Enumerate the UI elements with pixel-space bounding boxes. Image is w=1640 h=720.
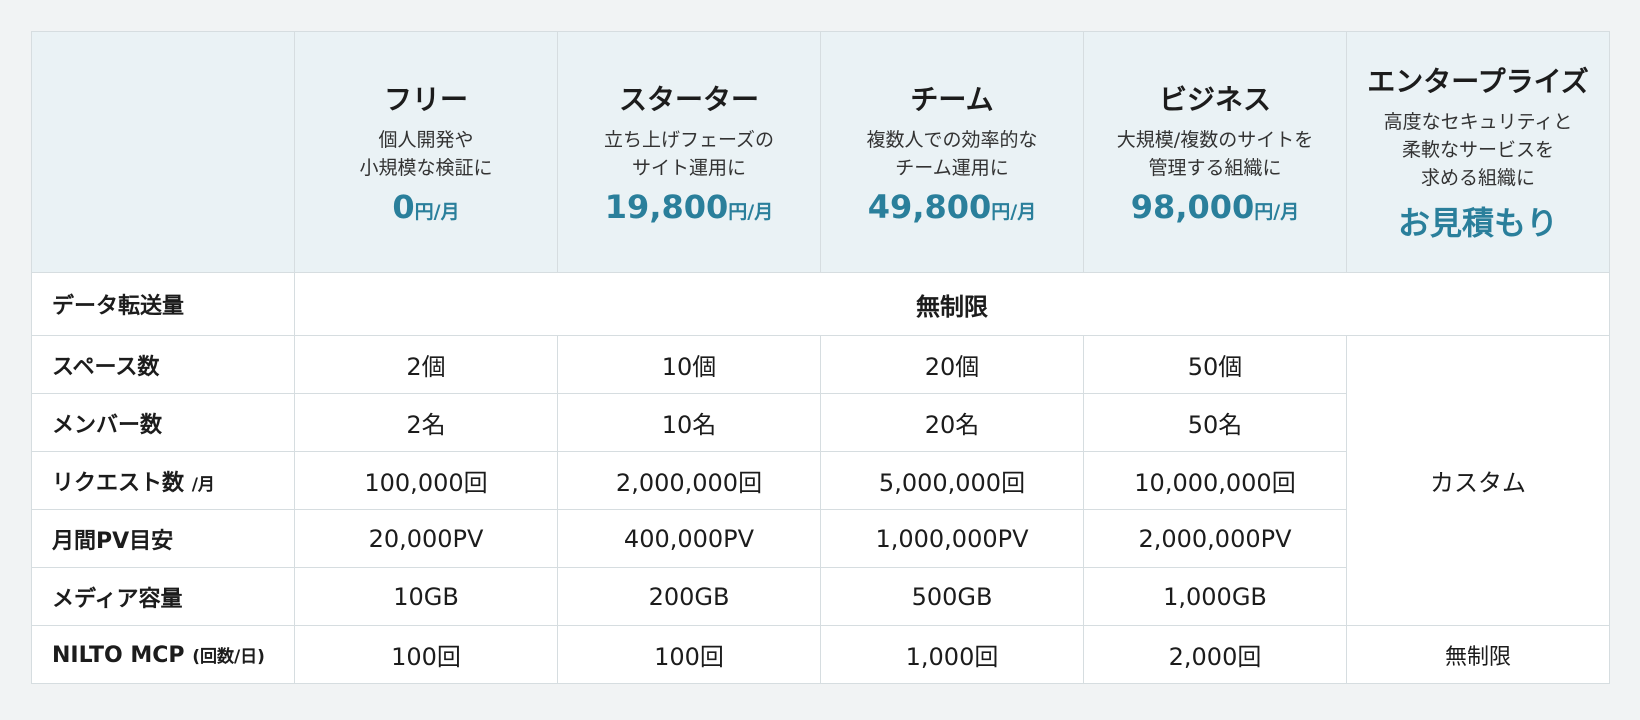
table-row: リクエスト数 /月 100,000回 2,000,000回 5,000,000回 10,… <box>31 451 1610 510</box>
value-cell: 2個 <box>294 335 558 394</box>
price-amount: 98,000 <box>1130 188 1255 226</box>
plan-header: ビジネス大規模/複数のサイトを 管理する組織に 98,000円/月 <box>1083 31 1347 273</box>
price-amount: お見積もり <box>1397 204 1558 242</box>
plan-name: ビジネス <box>1158 83 1271 116</box>
row-label: リクエスト数 /月 <box>31 451 295 510</box>
plan-price: 0円/月 <box>295 188 557 226</box>
label-text: メンバー数 <box>52 412 163 438</box>
pricing-table: フリー 個人開発や 小規模な検証に 0円/月 スターター 立ち上げフェーズの サイト運用に 1… <box>31 31 1610 684</box>
corner-cell <box>31 31 295 273</box>
label-text: リクエスト数 <box>52 470 185 496</box>
label-note: /月 <box>191 474 215 495</box>
price-unit: 円/月 <box>991 201 1037 223</box>
value-cell: 100,000回 <box>294 451 558 510</box>
description-line: 求める組織に <box>1420 167 1535 189</box>
value-cell: 10,000,000回 <box>1083 451 1347 510</box>
value-cell: 2名 <box>294 393 558 452</box>
plan-description: 高度なセキュリティと 柔軟なサービスを 求める組織に <box>1347 108 1609 192</box>
value-cell: 10GB <box>294 567 558 626</box>
custom-cell: カスタム <box>1346 335 1610 626</box>
label-text: NILTO MCP <box>52 642 185 668</box>
value-cell: 100回 <box>557 625 821 684</box>
value-cell: 20個 <box>820 335 1084 394</box>
table-row: 月間PV目安 20,000PV 400,000PV 1,000,000PV 2,000,… <box>31 509 1610 568</box>
plan-header: スターター立ち上げフェーズの サイト運用に 19,800円/月 <box>557 31 821 273</box>
table-row: メディア容量 10GB 200GB 500GB 1,000GB <box>31 567 1610 626</box>
pricing-table-wrap: フリー 個人開発や 小規模な検証に 0円/月 スターター 立ち上げフェーズの サイト運用に 1… <box>31 31 1610 684</box>
price-unit: 円/月 <box>414 201 460 223</box>
value-cell: 500GB <box>820 567 1084 626</box>
price-unit: 円/月 <box>728 201 774 223</box>
description-line: 複数人での効率的な <box>866 129 1038 151</box>
description-line: 高度なセキュリティと <box>1383 111 1573 133</box>
row-label: メディア容量 <box>31 567 295 626</box>
row-label: メンバー数 <box>31 393 295 452</box>
description-line: 個人開発や <box>378 129 474 151</box>
value-cell: 20名 <box>820 393 1084 452</box>
plan-header: チーム複数人での効率的な チーム運用に 49,800円/月 <box>820 31 1084 273</box>
table-row: スペース数 2個 10個 20個 50個 カスタム <box>31 335 1610 626</box>
value-cell: 1,000,000PV <box>820 509 1084 568</box>
plan-price: お見積もり <box>1347 198 1609 244</box>
description-line: サイト運用に <box>631 157 746 179</box>
description-line: 立ち上げフェーズの <box>603 129 775 151</box>
row-label: スペース数 <box>31 335 295 394</box>
description-line: 大規模/複数のサイトを <box>1116 129 1314 151</box>
price-amount: 49,800 <box>867 188 992 226</box>
row-label: データ転送量 <box>31 272 295 336</box>
label-text: データ転送量 <box>52 294 185 319</box>
table-row: NILTO MCP (回数/日) 100回 100回 1,000回 2,000回 無制限 <box>31 625 1610 684</box>
value-cell: 50個 <box>1083 335 1347 394</box>
row-label: 月間PV目安 <box>31 509 295 568</box>
price-unit: 円/月 <box>1254 201 1300 223</box>
label-text: 月間PV目安 <box>52 528 174 554</box>
table-row: データ転送量 無制限 <box>31 272 1610 336</box>
description-line: 管理する組織に <box>1148 157 1282 179</box>
value-cell: 10名 <box>557 393 821 452</box>
plan-description: 立ち上げフェーズの サイト運用に <box>558 126 820 182</box>
value-cell: 2,000回 <box>1083 625 1347 684</box>
value-cell: 1,000回 <box>820 625 1084 684</box>
plan-description: 個人開発や小規模な検証に <box>295 126 557 182</box>
plan-price: 19,800円/月 <box>558 188 820 226</box>
label-text: スペース数 <box>52 354 160 380</box>
label-note: (回数/日) <box>192 646 265 667</box>
plan-price: 98,000円/月 <box>1084 188 1346 226</box>
description-line: 小規模な検証に <box>359 157 493 179</box>
value-cell: 1,000GB <box>1083 567 1347 626</box>
plan-description: 複数人での効率的な チーム運用に <box>821 126 1083 182</box>
plan-name: エンタープライズ <box>1367 65 1589 98</box>
table-body: データ転送量 無制限 スペース数 2個 10個 20個 50個 カスタム メンバー数 2名 10名 2… <box>31 272 1610 684</box>
value-cell: 2,000,000PV <box>1083 509 1347 568</box>
value-cell: 50名 <box>1083 393 1347 452</box>
table-header: フリー 個人開発や 小規模な検証に 0円/月 スターター 立ち上げフェーズの サイト運用に 1… <box>31 31 1610 273</box>
plan-price: 49,800円/月 <box>821 188 1083 226</box>
value-cell: 20,000PV <box>294 509 558 568</box>
plan-header: エンタープライズ高度なセキュリティと 柔軟なサービスを 求める組織にお見積もり <box>1346 31 1610 273</box>
merged-value: 無制限 <box>294 272 1610 336</box>
value-cell: 2,000,000回 <box>557 451 821 510</box>
price-amount: 0 <box>392 188 415 226</box>
description-line: 柔軟なサービスを <box>1401 139 1554 161</box>
plan-name: スターター <box>618 83 759 116</box>
value-cell: 100回 <box>294 625 558 684</box>
value-cell: 200GB <box>557 567 821 626</box>
description-line: チーム運用に <box>895 157 1009 179</box>
plan-name: チーム <box>910 83 994 116</box>
value-cell: 10個 <box>557 335 821 394</box>
label-text: メディア容量 <box>52 586 183 612</box>
price-amount: 19,800 <box>604 188 729 226</box>
plan-description: 大規模/複数のサイトを 管理する組織に <box>1084 126 1346 182</box>
row-label: NILTO MCP (回数/日) <box>31 625 295 684</box>
value-cell: 400,000PV <box>557 509 821 568</box>
value-cell: 無制限 <box>1346 625 1610 684</box>
plan-name: フリー <box>383 83 468 116</box>
plan-header: フリー個人開発や小規模な検証に 0円/月 <box>294 31 558 273</box>
value-cell: 5,000,000回 <box>820 451 1084 510</box>
